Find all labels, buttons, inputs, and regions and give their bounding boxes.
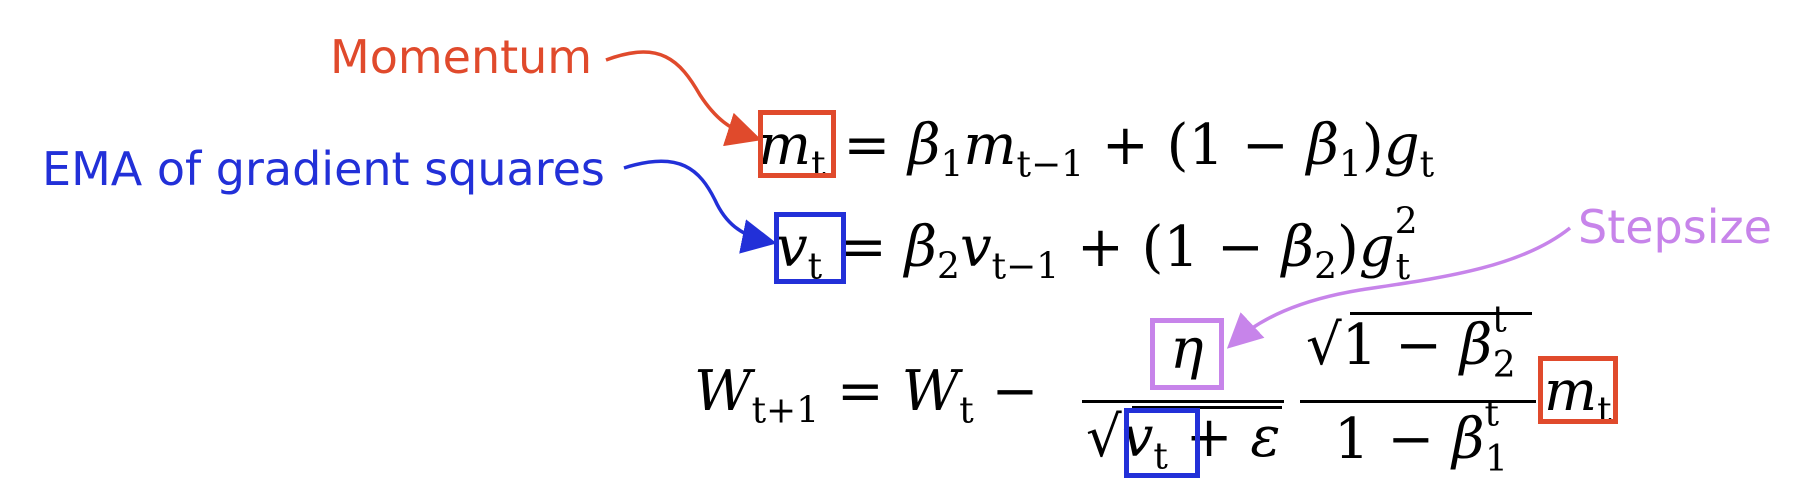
momentum-arrow [605, 50, 762, 147]
m-symbol: m [758, 113, 812, 178]
beta-symbol: β [908, 113, 941, 178]
m-symbol: m [1544, 359, 1598, 424]
t-superscript: t [1484, 393, 1500, 435]
plus-sign: + [1101, 113, 1149, 178]
one-subscript: 1 [1339, 144, 1362, 186]
fraction-bar-stepsize [1082, 400, 1284, 403]
right-paren: ) [1336, 215, 1359, 280]
t-subscript: t [807, 246, 823, 288]
g-symbol: g [1358, 215, 1395, 280]
beta-symbol: β [1452, 407, 1485, 472]
mt-update-highlight-box [1538, 356, 1618, 424]
momentum-equation: mt = β1mt−1 + (1 − β1)gt [758, 118, 1434, 184]
stepsize-arrow [1226, 226, 1572, 349]
w-symbol: W [901, 359, 960, 424]
right-paren: ) [1361, 113, 1384, 178]
two-subscript: 2 [937, 246, 960, 288]
vt-denominator-highlight-box [1124, 408, 1200, 478]
vt-highlight-box [774, 212, 846, 284]
one-subscript: 1 [940, 144, 964, 186]
eta-numerator: η [1170, 322, 1204, 378]
left-paren: ( [1141, 215, 1164, 280]
equals-sign: = [836, 359, 884, 424]
one-minus: 1 − [1188, 113, 1289, 178]
bias-correction-denominator: 1 − βt1 [1334, 396, 1508, 477]
update-mt: mt [1544, 364, 1612, 430]
t-minus-1-subscript: t−1 [1016, 144, 1085, 186]
t-subscript: t [1395, 246, 1411, 288]
epsilon-symbol: ε [1250, 405, 1281, 470]
left-paren: ( [1166, 113, 1189, 178]
minus-sign: − [991, 359, 1039, 424]
beta-symbol: β [1281, 215, 1315, 280]
two-subscript: 2 [1492, 344, 1516, 386]
t-plus-1-subscript: t+1 [751, 390, 820, 432]
m-symbol: m [963, 113, 1017, 178]
eta-symbol: η [1170, 317, 1204, 382]
plus-sign: + [1185, 405, 1233, 470]
beta-symbol: β [904, 215, 938, 280]
t-subscript: t [1419, 144, 1435, 186]
t-superscript: t [1492, 299, 1507, 341]
t-subscript: t [1153, 436, 1168, 478]
fraction-bar-bias [1300, 400, 1536, 403]
ema-equation: vt = β2vt−1 + (1 − β2)g2t [776, 204, 1418, 285]
bias-correction-numerator: √1 − βt2 [1306, 302, 1516, 383]
mt-highlight-box [758, 110, 836, 178]
v-symbol: v [776, 215, 808, 280]
t-subscript: t [959, 390, 974, 432]
stepsize-label: Stepsize [1578, 200, 1772, 254]
sqrt-vinculum-2 [1350, 312, 1532, 315]
ema-arrow [623, 159, 777, 254]
equals-sign: = [839, 215, 887, 280]
sqrt-vinculum [1132, 406, 1282, 409]
sqrt-symbol: √ [1306, 313, 1342, 378]
sqrt-symbol: √ [1086, 405, 1122, 470]
t-minus-1-subscript: t−1 [991, 246, 1060, 288]
one-minus: 1 − [1163, 215, 1264, 280]
plus-sign: + [1076, 215, 1124, 280]
g-symbol: g [1383, 113, 1420, 178]
one-minus: 1 − [1334, 407, 1435, 472]
one-minus: 1 − [1341, 313, 1443, 378]
equals-sign: = [843, 113, 891, 178]
w-symbol: W [694, 359, 752, 424]
v-symbol: v [959, 215, 992, 280]
stepsize-denominator: √vt + ε [1086, 410, 1280, 476]
beta-symbol: β [1459, 313, 1493, 378]
two-subscript: 2 [1314, 246, 1337, 288]
square-superscript: 2 [1394, 201, 1418, 243]
one-subscript: 1 [1485, 438, 1508, 480]
ema-label: EMA of gradient squares [42, 142, 605, 196]
eta-highlight-box [1150, 318, 1224, 390]
update-equation-lhs: Wt+1 = Wt − [694, 364, 1038, 430]
momentum-label: Momentum [330, 30, 593, 84]
beta-symbol: β [1306, 113, 1340, 178]
